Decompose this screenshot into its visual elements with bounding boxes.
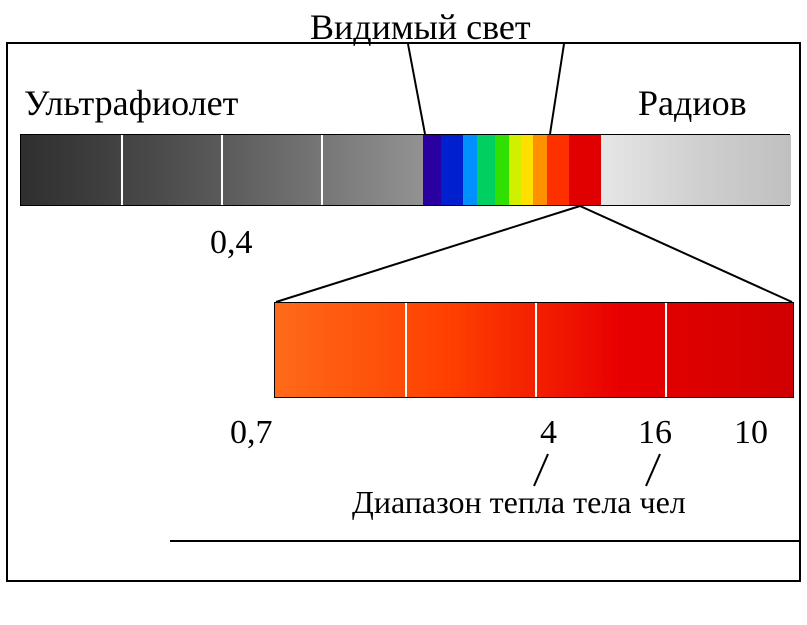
ir-tick-07: 0,7 <box>230 414 273 452</box>
label-ultraviolet: Ультрафиолет <box>24 82 238 124</box>
ir-tick-4: 4 <box>540 414 557 452</box>
ir-bar-tick <box>405 303 407 397</box>
spectrum-ir-segment <box>601 135 791 205</box>
spectrum-uv-tick <box>221 135 223 205</box>
ir-caption: Диапазон тепла тела чел <box>352 484 686 521</box>
spectrum-uv-tick <box>121 135 123 205</box>
ir-bar-tick <box>665 303 667 397</box>
tick-label-04: 0,4 <box>210 224 253 262</box>
spectrum-visible-segment <box>423 135 601 205</box>
ir-tick-10: 10 <box>734 414 768 452</box>
ir-bar-tick <box>535 303 537 397</box>
label-radio: Радиов <box>638 82 747 124</box>
infrared-bar <box>274 302 794 398</box>
spectrum-bar <box>20 134 790 206</box>
bottom-rule <box>170 540 800 542</box>
spectrum-diagram: Видимый свет Ультрафиолет Радиов 0,4 0,7… <box>0 0 807 625</box>
label-visible-light: Видимый свет <box>310 6 531 48</box>
spectrum-uv-tick <box>321 135 323 205</box>
ir-tick-16: 16 <box>638 414 672 452</box>
